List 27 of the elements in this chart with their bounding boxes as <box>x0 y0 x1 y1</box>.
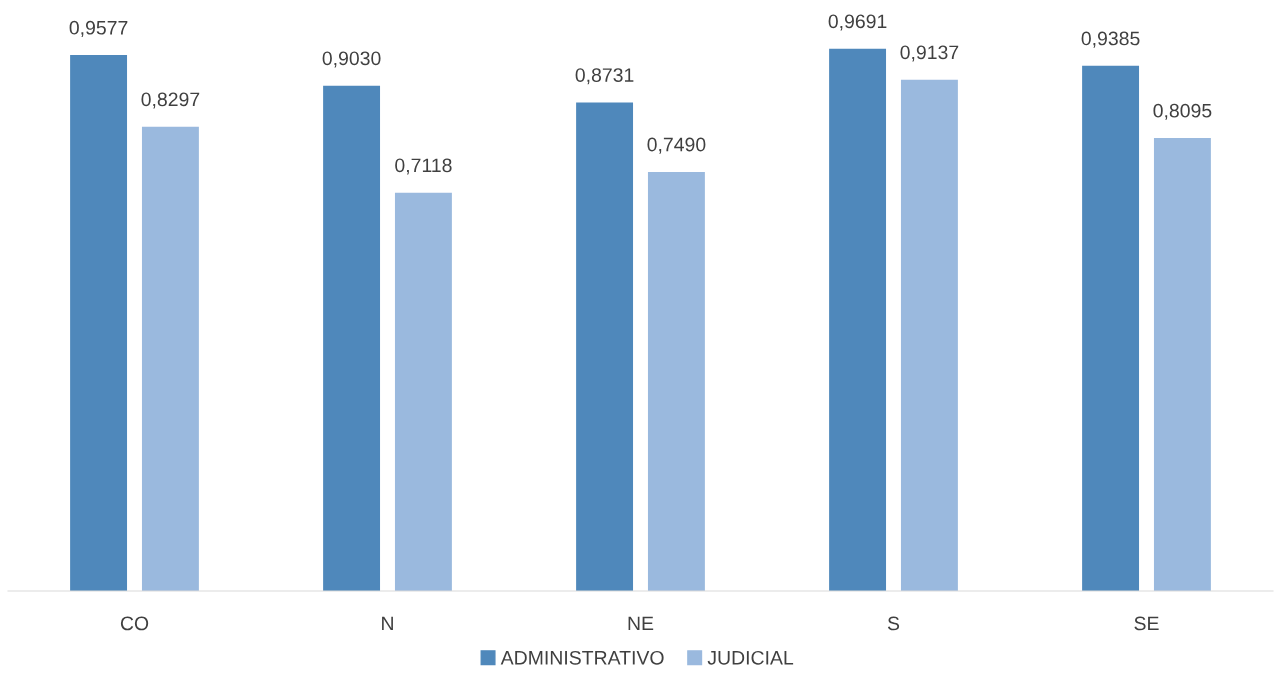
bar <box>70 55 128 591</box>
data-label: 0,9577 <box>69 20 128 37</box>
x-tick-label: SE <box>1134 616 1159 631</box>
bar <box>900 79 958 591</box>
bar <box>576 102 634 591</box>
bar <box>141 126 199 591</box>
legend-label: JUDICIAL <box>707 650 794 665</box>
bar <box>647 171 705 591</box>
bar <box>829 48 887 591</box>
data-label: 0,7490 <box>647 137 706 154</box>
x-tick-label: NE <box>628 616 654 631</box>
data-label: 0,9385 <box>1081 31 1140 48</box>
bar <box>394 192 452 591</box>
data-label: 0,9691 <box>828 14 887 31</box>
bar <box>1153 138 1211 591</box>
data-label: 0,8297 <box>141 92 200 109</box>
data-label: 0,9030 <box>322 51 381 68</box>
data-label: 0,8095 <box>1153 103 1212 120</box>
x-tick-label: CO <box>120 616 149 631</box>
x-tick-label: S <box>887 616 900 631</box>
data-label: 0,7118 <box>395 158 452 175</box>
bar <box>323 85 381 591</box>
data-label: 0,8731 <box>575 68 634 85</box>
bar <box>1082 65 1140 591</box>
x-tick-label: N <box>382 616 393 631</box>
legend-label: ADMINISTRATIVO <box>500 650 664 665</box>
data-label: 0,9137 <box>900 45 959 62</box>
